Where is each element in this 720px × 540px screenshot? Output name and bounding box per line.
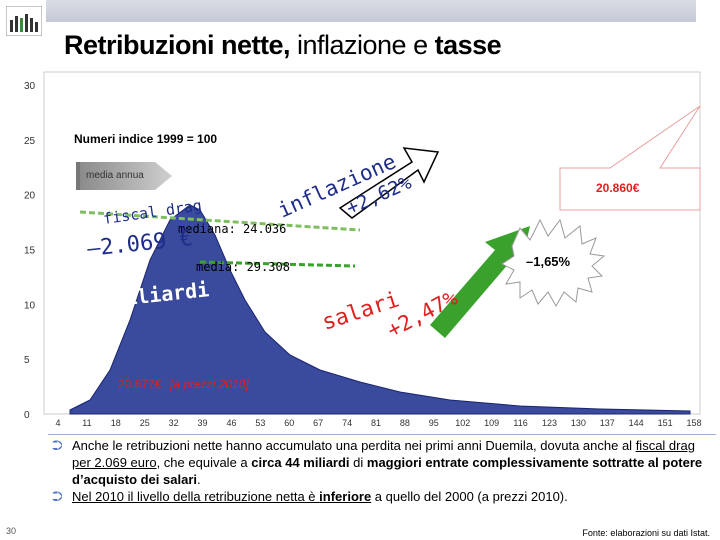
p1-c: di: [349, 455, 367, 470]
median-line: [199, 260, 356, 268]
x-tick-label: 18: [111, 418, 121, 428]
x-tick-label: 11: [82, 418, 91, 428]
y-axis: 30 25 20 15 10 5 0: [24, 81, 36, 421]
pct-165-label: –1,65%: [526, 254, 571, 269]
x-tick-label: 130: [571, 418, 586, 428]
x-tick-label: 123: [542, 418, 557, 428]
institution-logo: [6, 6, 42, 36]
salari-arrow: [430, 226, 530, 338]
x-tick-label: 116: [513, 418, 527, 428]
x-tick-label: 151: [658, 418, 673, 428]
y-tick-label: 30: [24, 81, 36, 92]
x-tick-label: 4: [55, 418, 60, 428]
bullet-2: ⮊ Nel 2010 il livello della retribuzione…: [52, 488, 712, 505]
source-note: Fonte: elaborazioni su dati Istat.: [582, 528, 710, 538]
fiscal-drag-line: [79, 210, 361, 232]
value-860-label: 20.860€: [596, 181, 640, 195]
x-tick-label: 81: [371, 418, 381, 428]
x-tick-label: 67: [313, 418, 323, 428]
y-tick-label: 25: [24, 136, 36, 147]
p1-bold1: circa 44 miliardi: [251, 455, 350, 470]
x-tick-label: 95: [429, 418, 439, 428]
x-tick-label: 102: [455, 418, 470, 428]
value-callout: [559, 105, 701, 211]
x-tick-label: 144: [629, 418, 644, 428]
bullet-arrow-icon: ⮊: [52, 437, 63, 453]
page-number: 30: [6, 526, 17, 536]
inflazione-arrow: [338, 147, 440, 219]
mediana-label: mediana: 24.036: [178, 222, 286, 236]
y-tick-label: 0: [24, 410, 30, 421]
media-annua-label: media annua: [86, 170, 144, 181]
value-877-label: 20.877€: [118, 377, 162, 391]
x-tick-label: 137: [600, 418, 615, 428]
x-tick-label: 158: [686, 418, 701, 428]
top-banner: [46, 0, 696, 22]
title-text-4: tasse: [434, 30, 502, 60]
starburst-165: [501, 218, 606, 308]
x-tick-label: 39: [198, 418, 208, 428]
bullet-1: ⮊ Anche le retribuzioni nette hanno accu…: [52, 437, 712, 488]
y-tick-label: 5: [24, 355, 30, 366]
y-tick-label: 10: [24, 300, 36, 311]
x-tick-label: 25: [140, 418, 150, 428]
x-tick-label: 88: [400, 418, 410, 428]
media-label: media: 29.308: [196, 260, 290, 274]
y-tick-label: 15: [24, 246, 36, 257]
x-tick-label: 60: [284, 418, 294, 428]
p1-link: fiscal drag per 2.069 euro: [72, 438, 695, 470]
distribution-chart: 30 25 20 15 10 5 0 4 11 18 25 32 39 46 53 60 67 74 81 88 95…: [24, 71, 702, 428]
p1-bold2: maggiori entrate complessivamente sottra…: [72, 455, 703, 487]
media-annua-arrow: [76, 162, 172, 190]
x-tick-label: 46: [226, 418, 236, 428]
divider: [48, 434, 716, 435]
chart-subtitle: Numeri indice 1999 = 100: [74, 132, 217, 146]
p1-d: .: [197, 472, 201, 487]
x-axis: 4 11 18 25 32 39 46 53 60 67 74 81 88 95 102 109 116 123 1…: [55, 418, 701, 428]
x-tick-label: 32: [169, 418, 179, 428]
bullet-arrow-icon: ⮊: [52, 488, 63, 504]
p1-b: , che equivale a: [156, 455, 252, 470]
x-tick-label: 53: [255, 418, 265, 428]
title-text-2: inflazione: [297, 30, 407, 60]
body-text: ⮊ Anche le retribuzioni nette hanno accu…: [52, 437, 712, 505]
p2-bold: inferiore: [319, 489, 372, 504]
y-tick-label: 20: [24, 191, 36, 202]
p2-b: a quello del 2000 (a prezzi 2010).: [371, 489, 568, 504]
title-text-1: Retribuzioni nette,: [64, 30, 297, 60]
a-prezzi-label: [a prezzi 2010]: [169, 377, 249, 391]
page-title: Retribuzioni nette, inflazione e tasse: [64, 30, 502, 61]
x-tick-label: 109: [484, 418, 499, 428]
p2-a: Nel 2010 il livello della retribuzione n…: [72, 489, 320, 504]
title-text-3: e: [406, 30, 435, 60]
x-tick-label: 74: [342, 418, 352, 428]
distribution-area: [69, 204, 691, 415]
p1-a: Anche le retribuzioni nette hanno accumu…: [72, 438, 636, 453]
